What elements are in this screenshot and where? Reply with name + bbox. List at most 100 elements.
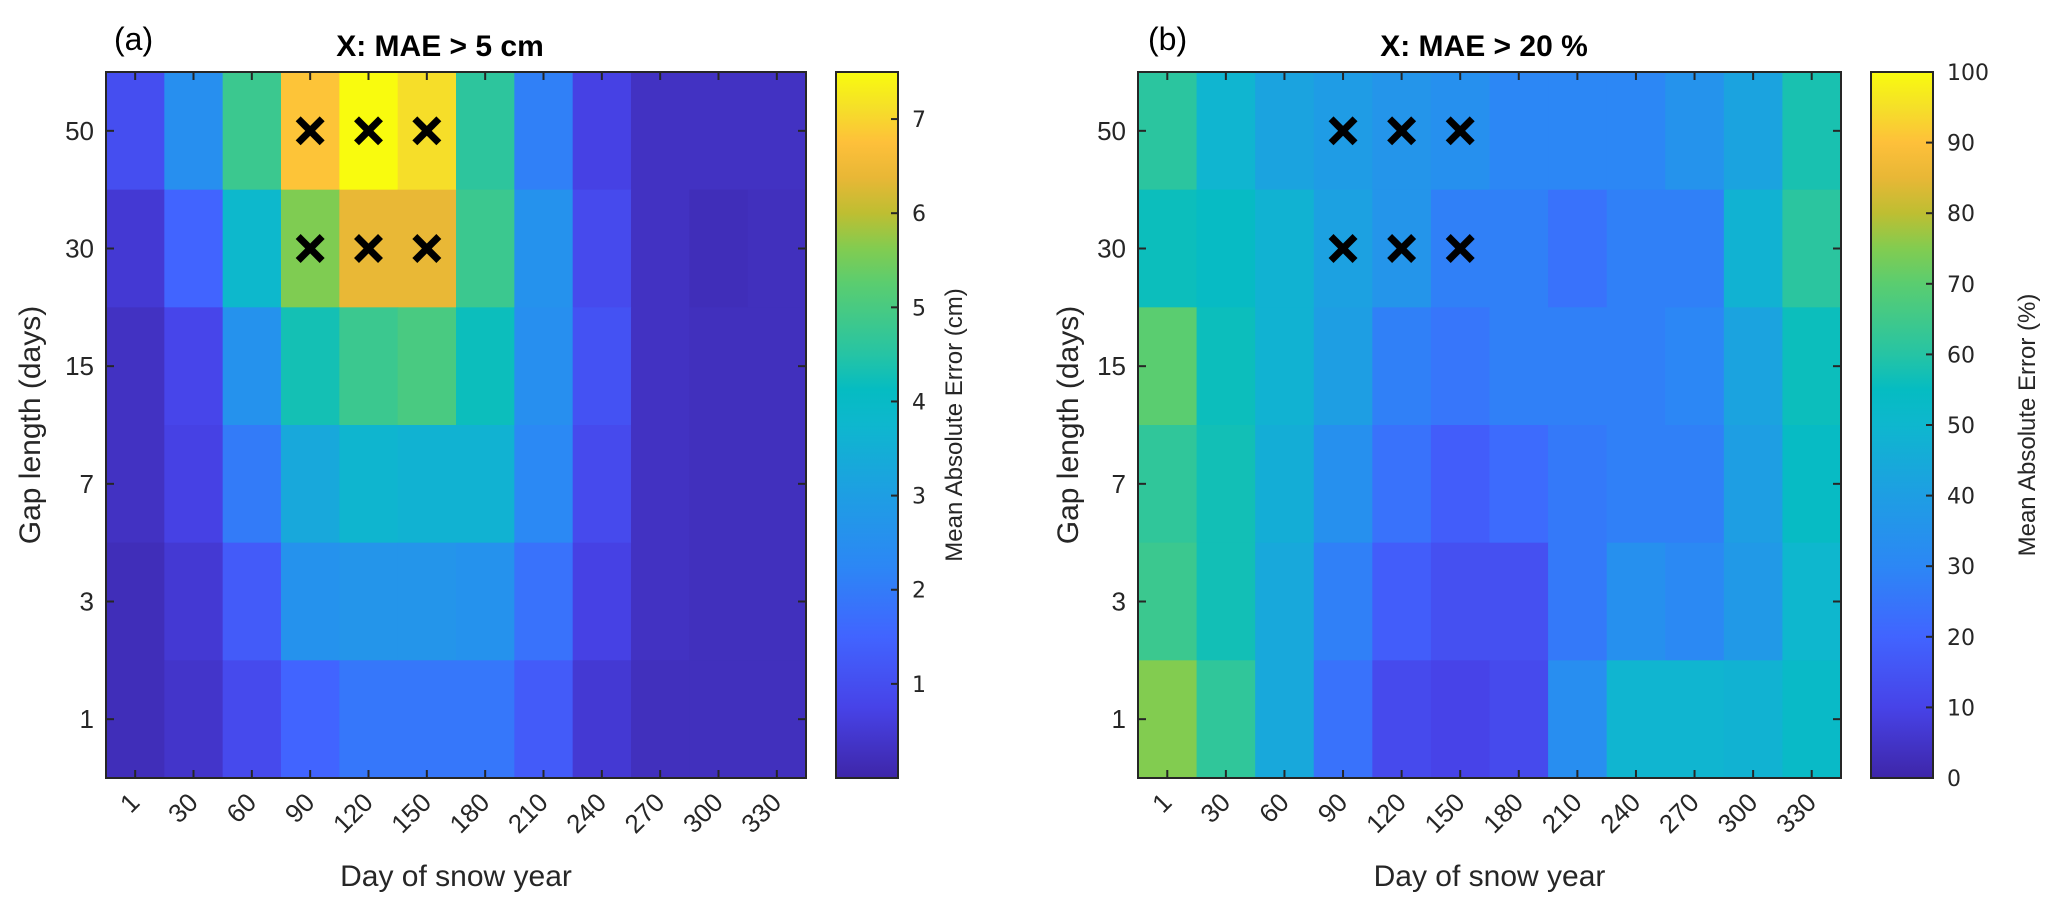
heatmap-cell: [1196, 189, 1256, 308]
y-tick-label: 50: [1097, 116, 1126, 146]
heatmap-cell: [1782, 307, 1842, 426]
x-tick-label: 180: [1477, 787, 1529, 839]
plot-frame: [1137, 71, 1842, 779]
heatmap-cell: [1782, 72, 1842, 191]
heatmap-cell: [1723, 189, 1784, 308]
x-axis-label: Day of snow year: [1374, 860, 1606, 893]
heatmap-cell: [339, 307, 399, 426]
heatmap-cell: [514, 189, 574, 308]
heatmap-cell: [1489, 542, 1549, 661]
x-tick-label: 30: [162, 787, 204, 829]
heatmap-cell: [572, 542, 632, 661]
colorbar-gradient: [835, 71, 899, 779]
x-axis-label: Day of snow year: [340, 860, 572, 893]
y-tick-label: 1: [1112, 704, 1126, 734]
heatmap-cell: [631, 425, 690, 544]
chart-title: X: MAE > 20 %: [1380, 30, 1588, 63]
x-marker-icon: [354, 116, 383, 146]
y-tick-label: 50: [65, 116, 94, 146]
heatmap-cell: [1489, 307, 1549, 426]
heatmap-cell: [631, 189, 690, 308]
colorbar-tick-label: 6: [912, 202, 926, 227]
heatmap-cell: [1372, 425, 1432, 544]
heatmap-cell: [1548, 72, 1608, 191]
heatmap-cell: [281, 425, 340, 544]
heatmap-cell: [1782, 189, 1842, 308]
heatmap-cell: [514, 425, 574, 544]
heatmap-cells: [1138, 72, 1842, 779]
heatmap-cell: [1255, 542, 1315, 661]
heatmap-cell: [1489, 72, 1549, 191]
heatmap-cell: [1782, 542, 1842, 661]
heatmap-cell: [514, 542, 574, 661]
heatmap-cell: [456, 425, 515, 544]
y-axis-label: Gap length (days): [14, 306, 47, 544]
heatmap-cell: [1665, 660, 1725, 779]
chart-title: X: MAE > 5 cm: [336, 30, 544, 63]
heatmap-cell: [397, 425, 457, 544]
heatmap-cell: [222, 425, 282, 544]
x-tick-label: 180: [444, 787, 496, 839]
heatmap-cell: [747, 307, 807, 426]
heatmap-cell: [1665, 307, 1725, 426]
colorbar-tick-label: 10: [1947, 696, 1975, 721]
heatmap-cell: [1313, 660, 1373, 779]
heatmap-cell: [1606, 425, 1666, 544]
heatmap-cell: [164, 189, 224, 308]
heatmap-cell: [1723, 72, 1784, 191]
y-tick-label: 1: [80, 704, 94, 734]
heatmap-cell: [1665, 72, 1725, 191]
x-tick-label: 30: [1194, 787, 1236, 829]
heatmap-cell: [1313, 542, 1373, 661]
colorbar-tick-label: 20: [1947, 626, 1975, 651]
heatmap-cell: [1548, 307, 1608, 426]
x-tick-label: 1: [114, 787, 145, 818]
heatmap-cell: [1430, 425, 1491, 544]
colorbar-tick-label: 1: [912, 673, 926, 698]
x-marker-icon: [412, 116, 442, 146]
heatmap-cell: [106, 189, 165, 308]
x-marker-icon: [1387, 234, 1417, 263]
heatmap-cell: [747, 542, 807, 661]
y-tick-label: 30: [1097, 234, 1126, 264]
y-tick-label: 15: [1097, 351, 1126, 381]
heatmap-cell: [164, 660, 224, 779]
heatmap-cell: [1430, 660, 1491, 779]
x-tick-label: 210: [502, 787, 554, 839]
x-tick-label: 60: [220, 787, 262, 829]
heatmap-cell: [456, 189, 515, 308]
heatmap-cell: [1196, 425, 1256, 544]
heatmap-cell: [1548, 542, 1608, 661]
heatmap-cell: [1606, 307, 1666, 426]
heatmap-cell: [1665, 425, 1725, 544]
colorbar-tick-label: 30: [1947, 555, 1975, 580]
x-tick-label: 330: [1770, 787, 1822, 839]
heatmap-cells: [106, 72, 807, 779]
heatmap-cell: [222, 542, 282, 661]
x-marker-icon: [354, 234, 383, 263]
heatmap-cell: [1665, 189, 1725, 308]
colorbar-gradient: [1870, 71, 1934, 779]
heatmap-cell: [1606, 72, 1666, 191]
heatmap-cell: [222, 189, 282, 308]
heatmap-cell: [514, 72, 574, 191]
heatmap-cell: [689, 72, 749, 191]
colorbar: 1 2 3 4 5 6 7: [835, 71, 926, 779]
heatmap-cell: [222, 307, 282, 426]
heatmap-cell: [1723, 425, 1784, 544]
heatmap-cell: [1489, 189, 1549, 308]
heatmap-cell: [1196, 307, 1256, 426]
heatmap-cell: [747, 189, 807, 308]
heatmap-cell: [1138, 189, 1198, 308]
heatmap-cell: [1606, 189, 1666, 308]
heatmap-cell: [631, 72, 690, 191]
heatmap-cell: [1255, 307, 1315, 426]
heatmap-cell: [1196, 542, 1256, 661]
heatmap-cell: [281, 307, 340, 426]
heatmap-cell: [456, 307, 515, 426]
y-axis-label: Gap length (days): [1052, 306, 1085, 544]
x-tick-label: 60: [1253, 787, 1295, 829]
heatmap-cell: [689, 660, 749, 779]
heatmap-cell: [456, 72, 515, 191]
heatmap-cell: [1313, 425, 1373, 544]
